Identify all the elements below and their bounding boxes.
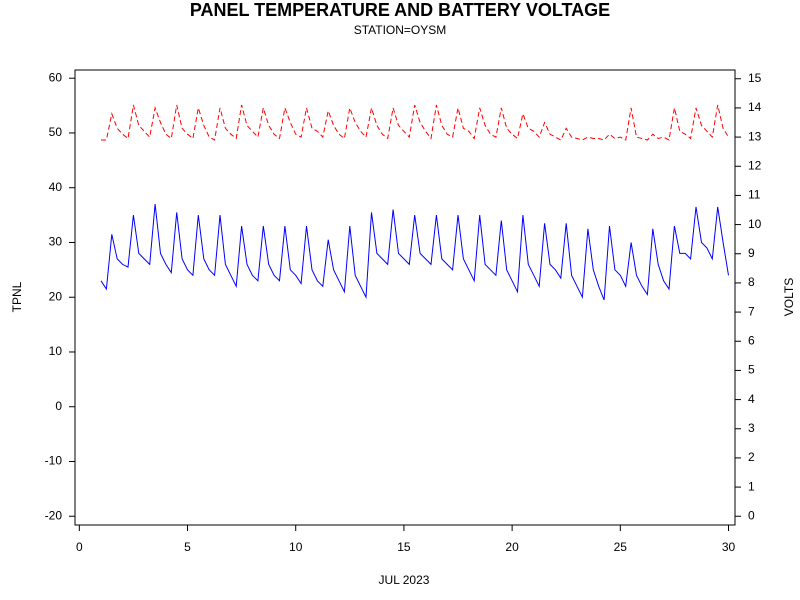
x-tick-label: 5 (184, 540, 191, 554)
series-line (100, 204, 729, 301)
y2-tick-label: 6 (748, 333, 755, 347)
y2-tick-label: 10 (748, 217, 762, 231)
y-axis-label: TPNL (10, 281, 24, 312)
plot-frame (74, 69, 736, 526)
y2-tick-label: 0 (748, 508, 755, 522)
y-tick-label: 10 (49, 344, 63, 358)
y-tick-label: 20 (49, 289, 63, 303)
y2-tick-label: 5 (748, 363, 755, 377)
y-tick-label: 0 (55, 399, 62, 413)
y-tick-label: 50 (49, 125, 63, 139)
x-tick-label: 0 (76, 540, 83, 554)
x-tick-label: 30 (722, 540, 736, 554)
y2-tick-label: 9 (748, 246, 755, 260)
y2-tick-label: 11 (748, 188, 761, 202)
y2-tick-label: 13 (748, 129, 762, 143)
y2-tick-label: 4 (748, 392, 755, 406)
x-tick-label: 20 (505, 540, 519, 554)
y2-axis-label: VOLTS (782, 278, 796, 316)
y2-tick-label: 14 (748, 100, 762, 114)
x-tick-label: 10 (289, 540, 303, 554)
x-tick-label: 15 (397, 540, 411, 554)
y2-tick-label: 8 (748, 275, 755, 289)
y-tick-label: -10 (45, 454, 63, 468)
y2-tick-label: 2 (748, 450, 755, 464)
y-tick-label: 60 (49, 70, 63, 84)
chart-subtitle: STATION=OYSM (354, 23, 447, 37)
y2-tick-label: 7 (748, 304, 755, 318)
y2-tick-label: 1 (748, 479, 755, 493)
y-tick-label: 30 (49, 235, 63, 249)
y-tick-label: -20 (45, 508, 63, 522)
x-tick-label: 25 (614, 540, 628, 554)
y2-tick-label: 12 (748, 158, 762, 172)
x-axis-label: JUL 2023 (379, 573, 430, 587)
y2-tick-label: 15 (748, 71, 762, 85)
chart-title: PANEL TEMPERATURE AND BATTERY VOLTAGE (190, 0, 610, 20)
series-line (101, 104, 729, 141)
y-tick-label: 40 (49, 180, 63, 194)
y2-tick-label: 3 (748, 421, 755, 435)
